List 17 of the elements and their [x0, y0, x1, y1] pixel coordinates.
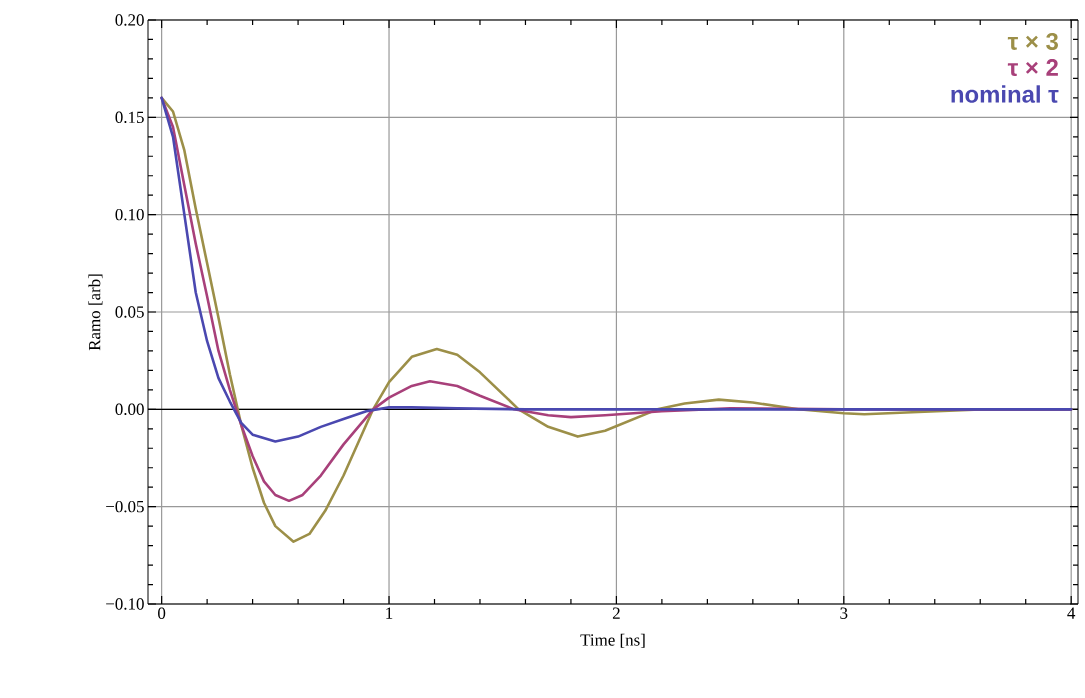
text: 0.15 [115, 111, 144, 124]
x-tick-label: 2 [612, 607, 620, 619]
text: 0.20 [115, 14, 144, 26]
x-tick-label: 0 [158, 607, 166, 619]
x-axis-title: Time [ns] [580, 633, 645, 648]
text: τ × 2 [1007, 59, 1058, 77]
x-tick-label: 3 [840, 607, 848, 619]
text: nominal τ [951, 85, 1059, 103]
y-tick-label: −0.10 [106, 598, 144, 610]
text: 0.00 [115, 403, 144, 416]
x-tick-label: 4 [1067, 607, 1076, 619]
y-tick-label: −0.05 [106, 500, 144, 513]
text: τ × 3 [1007, 32, 1058, 50]
y-axis-title: Ramo [arb] [88, 274, 103, 351]
x-tick-label: 1 [386, 607, 393, 619]
text: 0.05 [115, 306, 144, 318]
text: 0.10 [115, 208, 144, 221]
